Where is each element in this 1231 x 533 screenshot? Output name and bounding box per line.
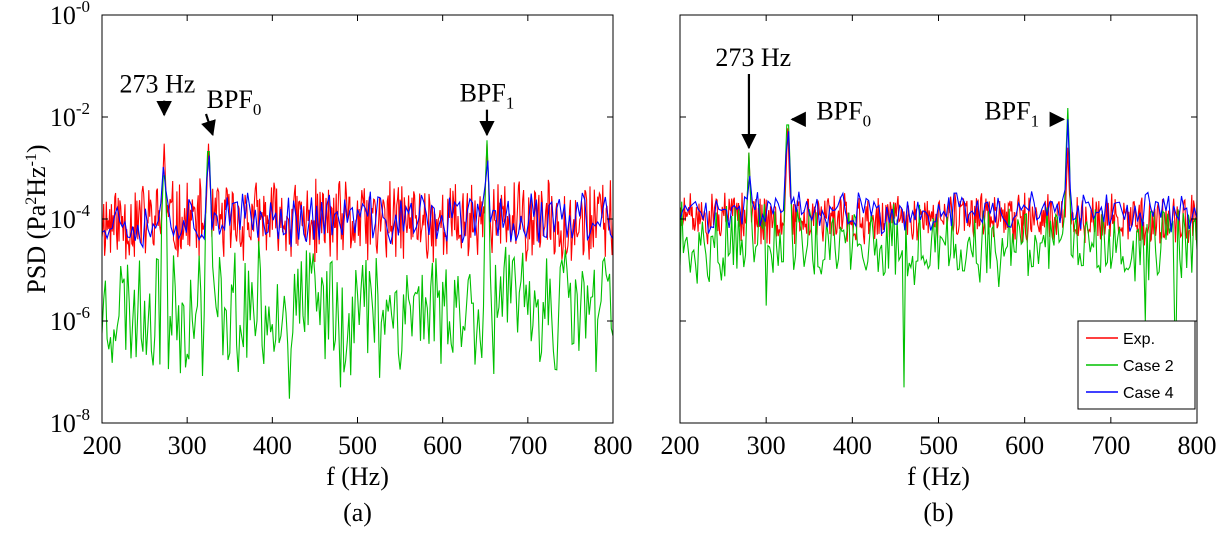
x-axis-label: f (Hz)	[907, 462, 970, 491]
annotation-label: BPF1	[984, 96, 1039, 130]
series-case-4	[102, 155, 613, 250]
series-case-2	[102, 140, 613, 399]
y-axis-label-part: 2	[23, 197, 40, 205]
x-tick-label: 800	[1178, 431, 1217, 460]
y-tick-label: 10-0	[50, 0, 90, 30]
x-tick-label: 600	[423, 431, 462, 460]
y-tick-label: 10-8	[50, 405, 90, 438]
panel-a: 200 300 400 500 600 700 800 10-0 10-2 10-4 10-6 10-…	[50, 0, 633, 527]
y-axis-label-part: -1	[23, 153, 40, 166]
legend-label: Exp.	[1123, 331, 1155, 348]
series-case-4	[680, 119, 1197, 235]
annotation-label: 273 Hz	[715, 43, 791, 72]
panel-label: (a)	[343, 498, 372, 527]
annotation-arrow	[201, 113, 216, 137]
annotation-label: 273 Hz	[119, 70, 195, 99]
y-axis-label-part: )	[22, 144, 51, 153]
annotation-label: BPF1	[460, 79, 515, 113]
x-tick-label: 700	[508, 431, 547, 460]
series-exp	[102, 143, 613, 263]
y-axis-label: PSD (Pa2Hz-1)	[22, 144, 51, 293]
x-axis-label: f (Hz)	[326, 462, 389, 491]
y-axis-label-part: Hz	[22, 166, 51, 196]
legend-label: Case 2	[1123, 358, 1174, 375]
x-tick-label: 500	[338, 431, 377, 460]
x-tick-label: 200	[83, 431, 122, 460]
y-tick-label: 10-4	[50, 201, 91, 234]
panel-label: (b)	[923, 498, 953, 527]
legend-label: Case 4	[1123, 385, 1174, 402]
x-tick-label: 500	[919, 431, 958, 460]
x-tick-label: 400	[253, 431, 292, 460]
x-tick-label: 400	[833, 431, 872, 460]
x-tick-label: 200	[661, 431, 700, 460]
x-tick-label: 300	[168, 431, 207, 460]
series-case-2	[680, 107, 1197, 388]
annotation-label: BPF0	[207, 85, 262, 119]
panel-b: 200 300 400 500 600 700 800 f (Hz) (b) 273 Hz BPF0…	[661, 14, 1217, 527]
y-tick-label: 10-2	[50, 99, 90, 132]
x-tick-label: 300	[747, 431, 786, 460]
series-group	[102, 140, 613, 399]
series-exp	[680, 128, 1197, 246]
x-tick-label: 600	[1005, 431, 1044, 460]
series-group	[680, 107, 1197, 388]
y-axis-label-part: PSD (Pa	[22, 204, 51, 293]
y-tick-label: 10-6	[50, 303, 90, 336]
annotation-label: BPF0	[816, 96, 871, 130]
x-tick-label: 700	[1091, 431, 1130, 460]
x-tick-label: 800	[594, 431, 633, 460]
